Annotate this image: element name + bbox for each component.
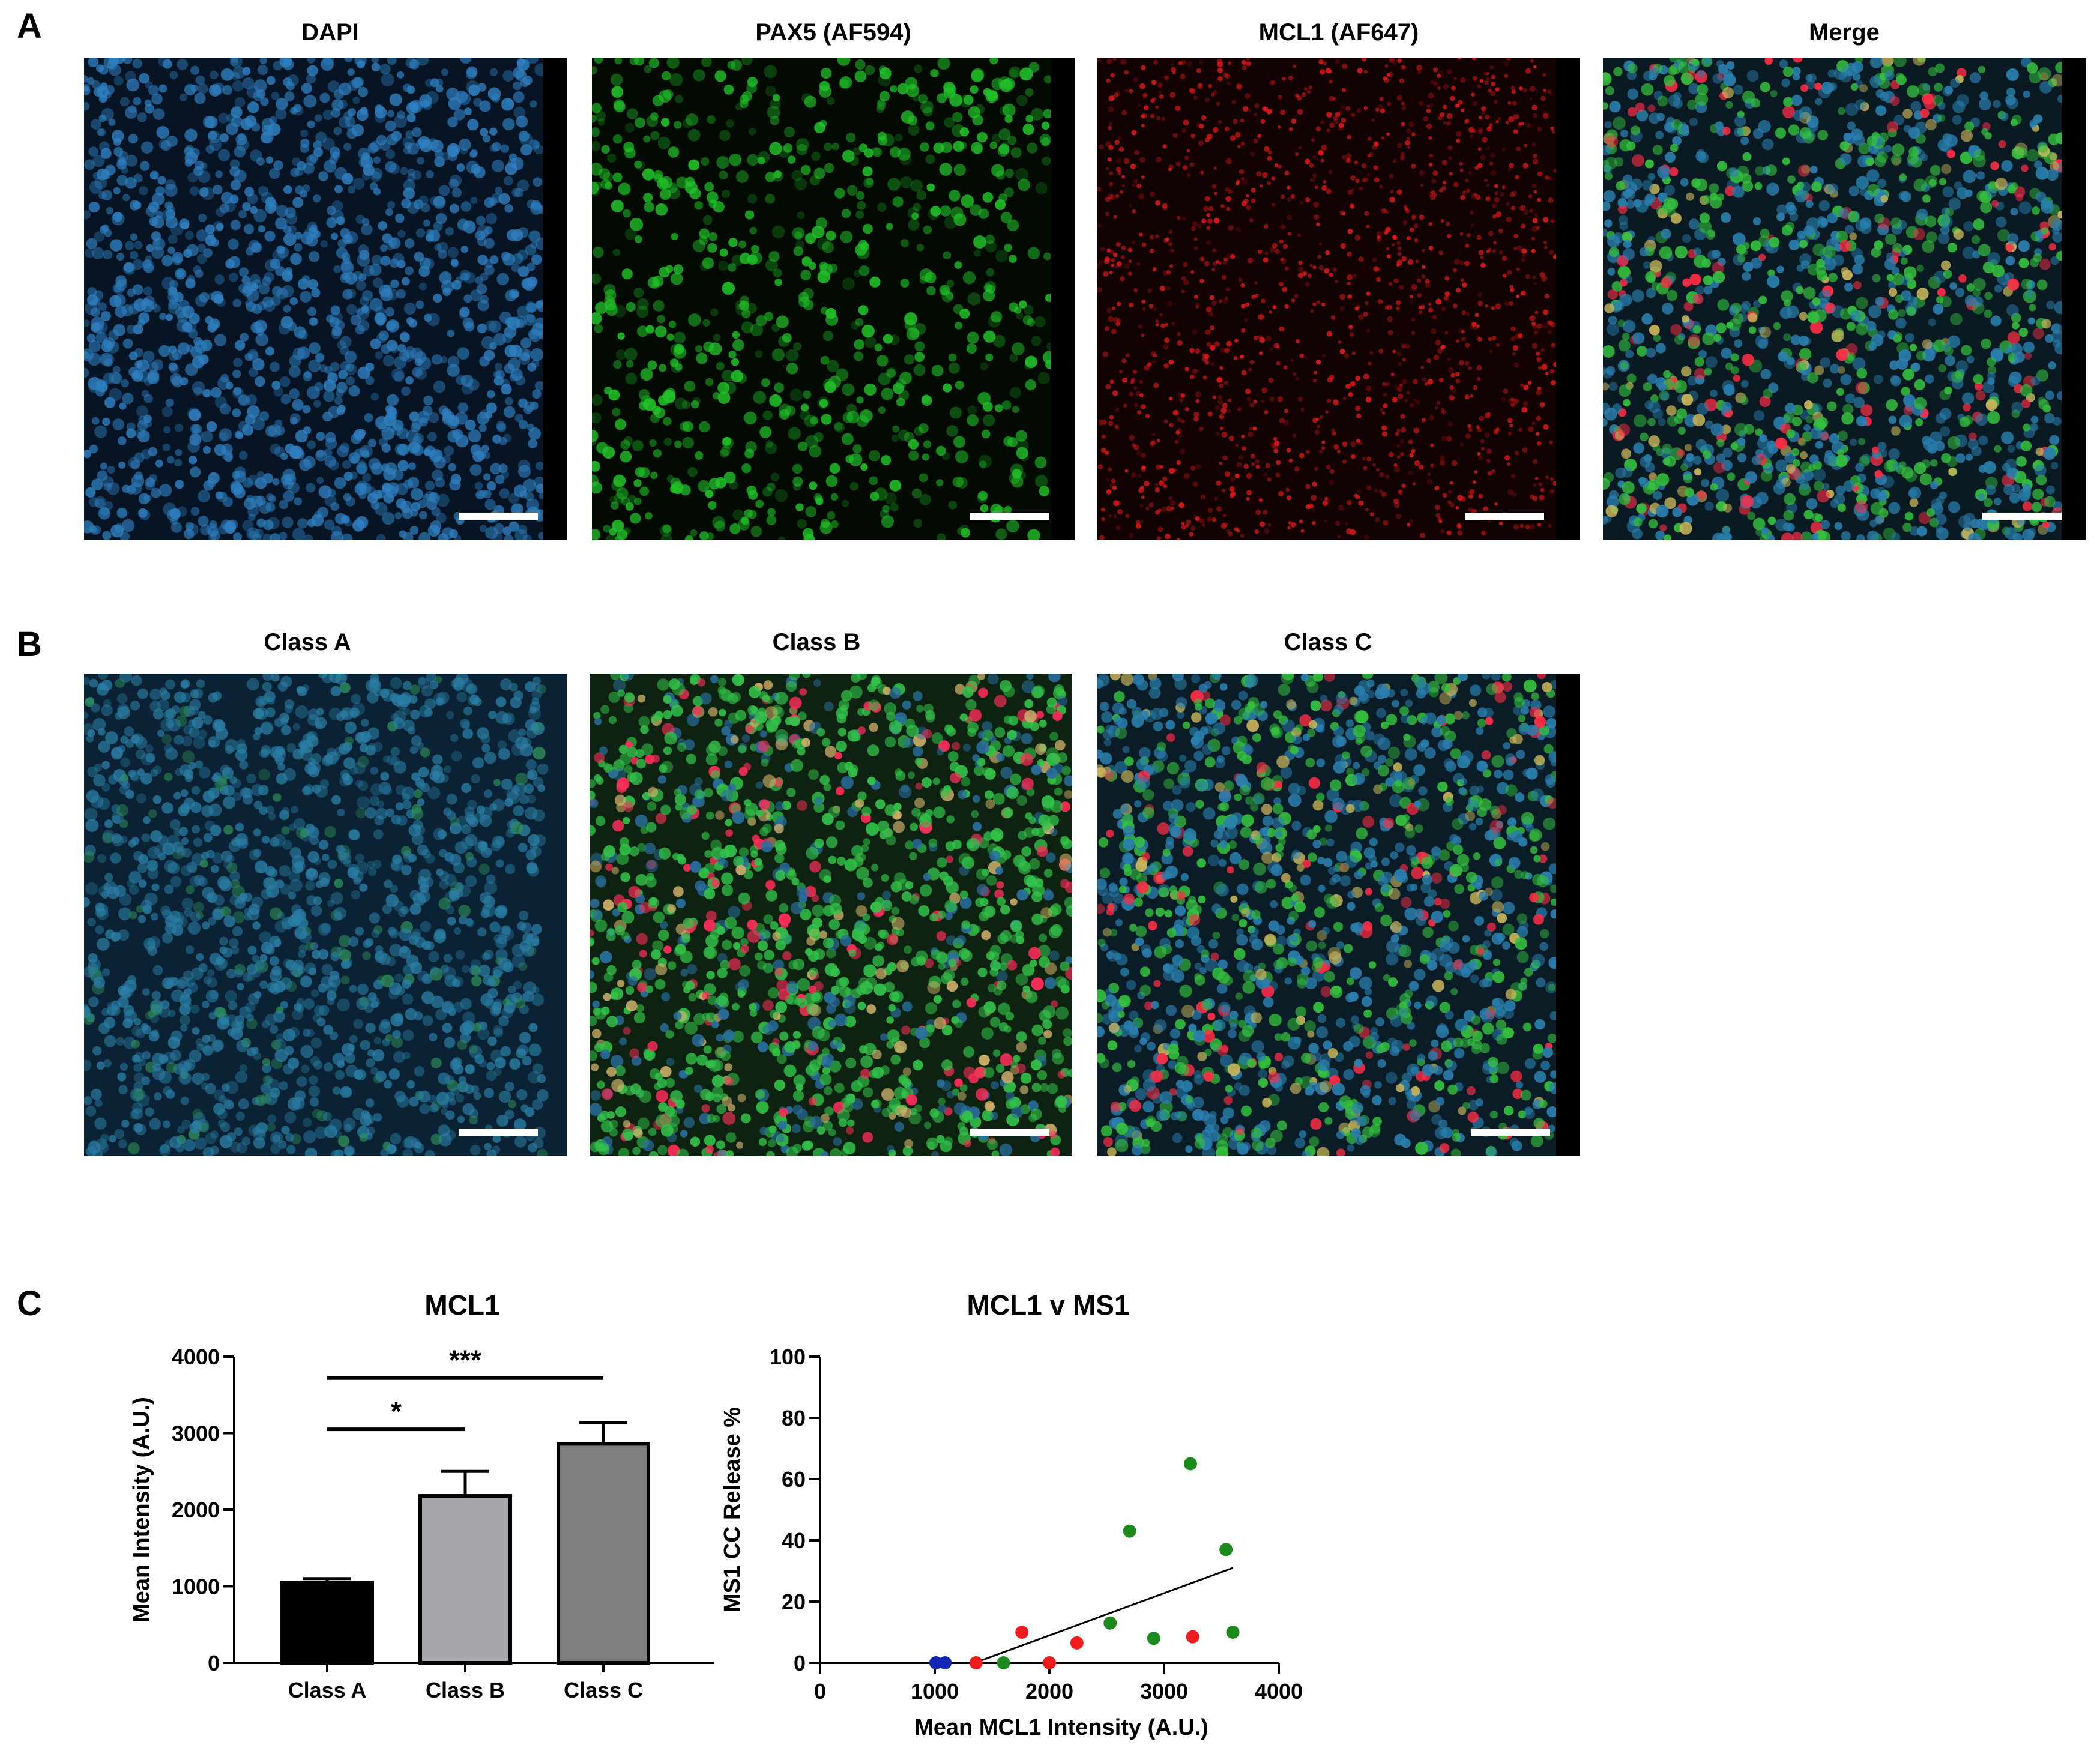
x-tick-label: 2000 (1025, 1679, 1073, 1704)
micrograph-mcl1 (1097, 58, 1580, 540)
regression-line (974, 1567, 1234, 1664)
x-tick-label: Class A (288, 1678, 367, 1702)
panel-letter-b: B (17, 625, 42, 664)
bar-class-a (280, 1581, 374, 1665)
scatter-point-green (1183, 1457, 1197, 1471)
scatter-point-red (969, 1656, 983, 1669)
scale-bar (970, 513, 1049, 520)
y-tick-label: 80 (782, 1406, 806, 1430)
scatter-point-green (1147, 1632, 1160, 1645)
y-tick-label: 3000 (172, 1421, 220, 1446)
y-tick-label: 0 (794, 1651, 806, 1675)
y-tick-label: 1000 (172, 1575, 220, 1599)
x-tick-label: 3000 (1140, 1679, 1188, 1704)
scatter-point-green (997, 1656, 1010, 1669)
scatter-point-green (1226, 1626, 1240, 1639)
scale-bar (970, 1129, 1049, 1136)
y-tick-label: 20 (782, 1590, 806, 1614)
panel-letter-c: C (17, 1284, 42, 1323)
scatter-point-blue (938, 1656, 952, 1669)
x-tick-label: Class C (564, 1678, 643, 1702)
image-title-class-c: Class C (1284, 629, 1372, 655)
image-title-mcl1: MCL1 (AF647) (1258, 19, 1419, 46)
x-tick-label: Class B (426, 1678, 505, 1702)
image-title-dapi: DAPI (301, 19, 359, 46)
y-axis-label: Mean Intensity (A.U.) (129, 1397, 154, 1623)
micrograph-class-a (84, 674, 567, 1156)
image-title-merge: Merge (1809, 19, 1880, 46)
bar-class-c (557, 1442, 650, 1665)
scatter-point-blue (929, 1656, 943, 1669)
panel-letter-a: A (17, 7, 42, 46)
micrograph-merge (1603, 58, 2086, 540)
image-title-pax5: PAX5 (AF594) (755, 19, 911, 46)
y-tick-label: 4000 (172, 1345, 220, 1369)
micrograph-dapi (84, 58, 567, 540)
bar-chart-mcl1: MCL1 Mean Intensity (A.U.) 0 1000 2000 3000 40… (129, 1289, 714, 1702)
y-tick-label: 40 (782, 1528, 806, 1553)
image-title-class-a: Class A (264, 629, 351, 655)
y-tick-label: 100 (770, 1345, 806, 1369)
scatter-mcl1-v-ms1: MCL1 v MS1 MS1 CC Release % Mean MCL1 Inte… (720, 1289, 1303, 1740)
scale-bar (1982, 513, 2062, 520)
scatter-point-red (1015, 1626, 1029, 1639)
scale-bar (459, 1129, 538, 1136)
scatter-point-red (1043, 1656, 1056, 1669)
micrograph-pax5 (592, 58, 1075, 540)
scatter-point-green (1103, 1616, 1117, 1630)
scatter-point-green (1123, 1524, 1136, 1538)
scale-bar (1471, 1129, 1550, 1136)
scale-bar (1465, 513, 1544, 520)
chart-title: MCL1 v MS1 (967, 1289, 1130, 1321)
scatter-point-red (1070, 1636, 1084, 1650)
significance-label: * (391, 1396, 402, 1427)
chart-title: MCL1 (424, 1289, 499, 1321)
scale-bar (459, 513, 538, 520)
scatter-point-green (1219, 1543, 1233, 1557)
micrograph-class-c (1097, 674, 1580, 1156)
x-axis-label: Mean MCL1 Intensity (A.U.) (914, 1715, 1208, 1740)
y-tick-label: 0 (208, 1651, 220, 1675)
bar-class-b (418, 1494, 512, 1665)
x-tick-label: 1000 (911, 1679, 959, 1704)
x-tick-label: 0 (814, 1679, 826, 1704)
scatter-point-red (1186, 1630, 1199, 1644)
significance-label: *** (449, 1345, 481, 1376)
y-tick-label: 2000 (172, 1498, 220, 1522)
micrograph-class-b (590, 674, 1072, 1156)
y-axis-label: MS1 CC Release % (720, 1407, 745, 1612)
x-tick-label: 4000 (1255, 1679, 1303, 1704)
image-title-class-b: Class B (772, 629, 861, 655)
y-tick-label: 60 (782, 1467, 806, 1492)
